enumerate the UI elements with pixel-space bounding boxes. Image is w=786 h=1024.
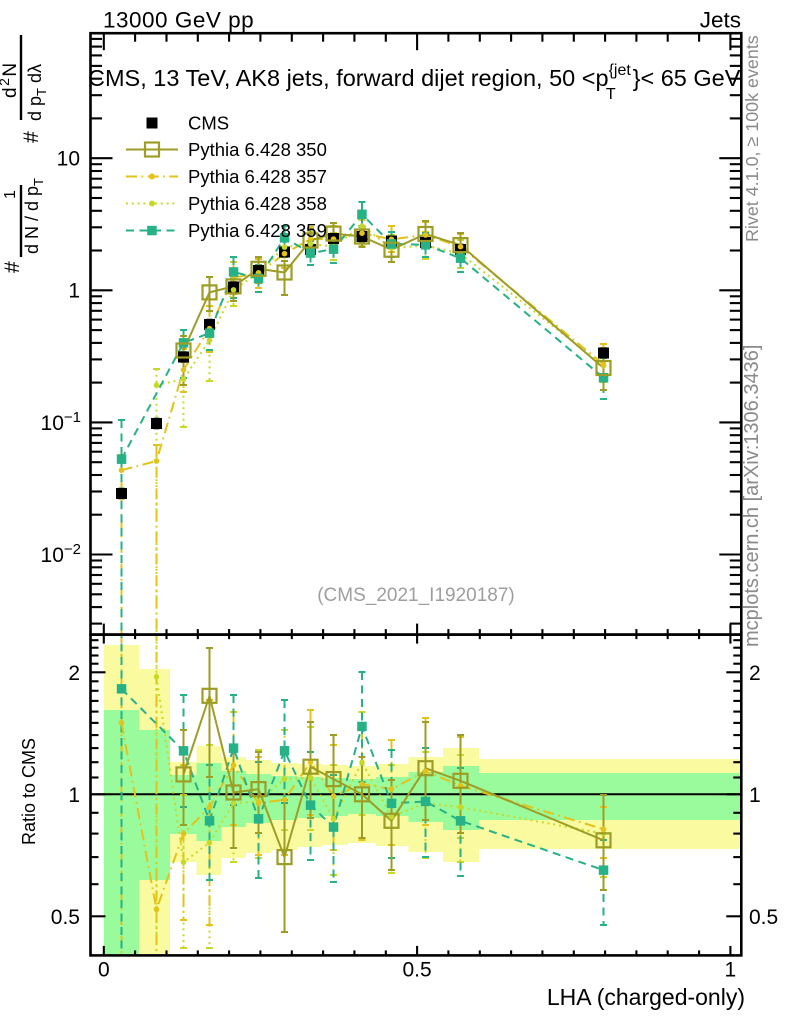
svg-text:1: 1 [749,784,761,807]
svg-text:0: 0 [98,959,110,982]
svg-text:(CMS_2021_I1920187): (CMS_2021_I1920187) [317,585,515,606]
svg-text:#: # [1,261,24,273]
svg-text:1: 1 [68,784,80,807]
svg-text:0.5: 0.5 [749,906,778,929]
svg-text:10−1: 10−1 [41,409,81,435]
svg-text:Pythia 6.428 357: Pythia 6.428 357 [188,166,327,187]
svg-text:#: # [20,131,43,143]
svg-text:1: 1 [725,959,737,982]
svg-text:1: 1 [2,190,19,199]
svg-text:Ratio to CMS: Ratio to CMS [19,738,39,845]
svg-text:2: 2 [68,662,80,685]
svg-text:10: 10 [57,148,80,171]
svg-text:Pythia 6.428 359: Pythia 6.428 359 [188,220,327,241]
svg-text:Pythia 6.428 350: Pythia 6.428 350 [188,139,327,160]
svg-text:0.5: 0.5 [402,959,431,982]
svg-text:2: 2 [749,662,761,685]
svg-text:CMS: CMS [188,113,229,134]
svg-text:Jets: Jets [700,8,741,33]
svg-text:13000 GeV pp: 13000 GeV pp [103,8,254,33]
svg-text:Pythia 6.428 358: Pythia 6.428 358 [188,193,327,214]
svg-text:mcplots.cern.ch [arXiv:1306.34: mcplots.cern.ch [arXiv:1306.3436] [741,345,763,647]
svg-text:d2N: d2N [0,61,21,98]
svg-text:1: 1 [68,280,80,303]
svg-text:Rivet 4.1.0, ≥ 100k events: Rivet 4.1.0, ≥ 100k events [742,35,762,242]
svg-text:0.5: 0.5 [51,906,80,929]
svg-text:LHA (charged-only): LHA (charged-only) [547,984,745,1010]
